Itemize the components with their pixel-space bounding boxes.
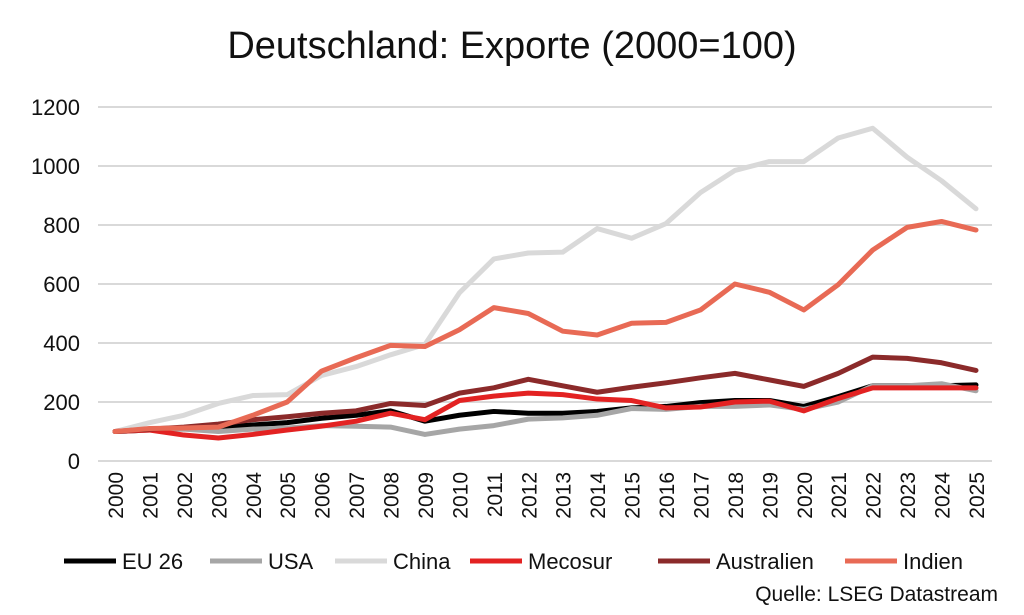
x-tick-label: 2021 <box>828 472 851 519</box>
x-tick-label: 2013 <box>553 472 576 519</box>
legend: EU 26 USA China Mecosur Australien Indien <box>64 549 963 574</box>
x-tick-label: 2016 <box>656 472 679 519</box>
legend-item: USA <box>210 549 314 574</box>
y-tick-label: 400 <box>43 331 80 356</box>
x-tick-label: 2001 <box>139 472 162 519</box>
legend-label: USA <box>268 549 314 574</box>
legend-item: EU 26 <box>64 549 183 574</box>
x-tick-label: 2008 <box>381 472 404 519</box>
series-line-china <box>112 125 979 434</box>
series-lines <box>112 125 979 441</box>
x-tick-label: 2015 <box>622 472 645 519</box>
x-tick-label: 2007 <box>346 472 369 519</box>
x-tick-label: 2009 <box>415 472 438 519</box>
series-line-usa <box>112 381 979 437</box>
x-tick-label: 2006 <box>312 472 335 519</box>
x-tick-label: 2017 <box>690 472 713 519</box>
y-tick-label: 0 <box>68 449 80 474</box>
legend-item: China <box>335 549 451 574</box>
x-tick-label: 2025 <box>966 472 989 519</box>
x-tick-label: 2000 <box>105 472 128 519</box>
x-tick-label: 2014 <box>587 472 610 519</box>
x-tick-label: 2002 <box>174 472 197 519</box>
legend-label: Indien <box>903 549 963 574</box>
x-tick-label: 2011 <box>484 472 507 517</box>
series-line-mecosur <box>112 385 979 441</box>
y-axis: 0 200 400 600 800 1000 1200 <box>31 95 80 474</box>
chart-title: Deutschland: Exporte (2000=100) <box>227 25 796 67</box>
series-line-australien <box>112 354 979 434</box>
legend-label: Australien <box>716 549 814 574</box>
x-tick-label: 2024 <box>932 472 955 519</box>
series-line-indien <box>112 218 979 434</box>
source-note: Quelle: LSEG Datastream <box>755 583 998 606</box>
legend-item: Mecosur <box>470 549 612 574</box>
x-tick-label: 2023 <box>897 472 920 519</box>
x-tick-label: 2005 <box>277 472 300 519</box>
x-tick-label: 2019 <box>759 472 782 519</box>
x-axis: 2000 2001 2002 2003 2004 2005 2006 2007 2008 2009… <box>105 472 989 519</box>
x-tick-label: 2004 <box>243 472 266 519</box>
legend-label: China <box>393 549 451 574</box>
x-tick-label: 2003 <box>208 472 231 519</box>
y-tick-label: 200 <box>43 390 80 415</box>
grid <box>98 106 992 462</box>
x-tick-label: 2020 <box>794 472 817 519</box>
x-tick-label: 2022 <box>863 472 886 519</box>
y-tick-label: 1000 <box>31 154 80 179</box>
y-tick-label: 1200 <box>31 95 80 120</box>
legend-item: Indien <box>845 549 963 574</box>
legend-label: EU 26 <box>122 549 183 574</box>
y-tick-label: 800 <box>43 213 80 238</box>
legend-label: Mecosur <box>528 549 612 574</box>
legend-item: Australien <box>658 549 814 574</box>
y-tick-label: 600 <box>43 272 80 297</box>
x-tick-label: 2012 <box>518 472 541 519</box>
x-tick-label: 2010 <box>449 472 472 519</box>
x-tick-label: 2018 <box>725 472 748 519</box>
